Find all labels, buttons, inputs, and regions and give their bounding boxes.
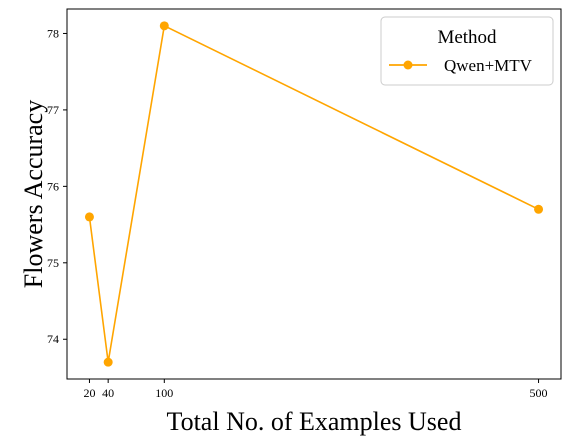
y-tick-label: 76 xyxy=(47,179,59,193)
x-axis-ticks: 20 40 100 500 xyxy=(83,379,548,400)
data-point xyxy=(534,204,544,214)
y-tick-label: 75 xyxy=(47,256,59,270)
legend-title: Method xyxy=(437,27,497,48)
series-line xyxy=(88,24,539,363)
legend-box xyxy=(380,16,554,86)
y-tick-label: 77 xyxy=(47,103,59,117)
y-axis-title: Flowers Accuracy xyxy=(19,100,48,288)
x-axis-title: Total No. of Examples Used xyxy=(167,407,462,436)
legend-series-marker xyxy=(403,60,413,70)
x-tick-label: 40 xyxy=(102,386,114,400)
x-tick-label: 20 xyxy=(83,386,95,400)
legend: Method Qwen+MTV xyxy=(380,16,554,86)
y-tick-label: 78 xyxy=(47,26,59,40)
plot-frame xyxy=(66,8,562,380)
data-point xyxy=(103,357,113,367)
data-point xyxy=(84,212,94,222)
y-axis-ticks: 74 75 76 77 78 xyxy=(47,26,67,346)
y-tick-label: 74 xyxy=(47,332,59,346)
data-point xyxy=(159,21,169,31)
plot-layer xyxy=(84,21,544,367)
x-tick-label: 500 xyxy=(530,386,548,400)
legend-series-label: Qwen+MTV xyxy=(444,56,533,75)
x-tick-label: 100 xyxy=(155,386,173,400)
